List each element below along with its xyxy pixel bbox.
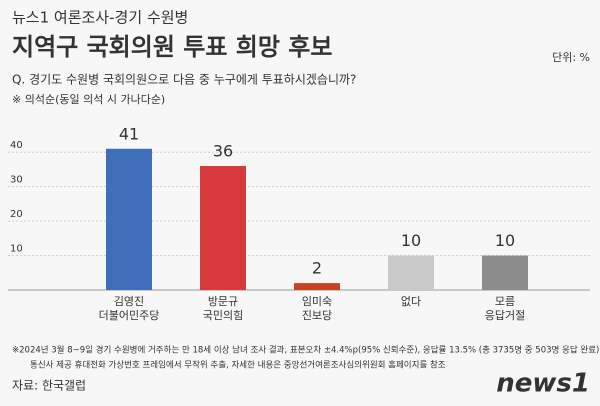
x-tick-sublabel: 진보당 <box>302 309 332 322</box>
x-tick-sublabel: 더불어민주당 <box>99 309 160 322</box>
x-tick-sublabel: 응답거절 <box>485 309 525 322</box>
bar <box>388 255 434 290</box>
x-tick-label: 방문규 <box>208 295 238 308</box>
y-tick-label: 30 <box>10 175 23 186</box>
value-label: 10 <box>401 231 421 250</box>
kicker: 뉴스1 여론조사-경기 수원병 <box>12 9 188 27</box>
y-tick-label: 20 <box>10 209 23 220</box>
y-tick-label: 10 <box>10 244 23 255</box>
footnote: ※2024년 3월 8~9일 경기 수원병에 거주하는 만 18세 이상 남녀 … <box>12 345 600 356</box>
bar <box>106 148 152 290</box>
bar <box>294 283 340 290</box>
value-label: 2 <box>312 259 322 278</box>
value-label: 41 <box>119 124 139 143</box>
x-tick-sublabel: 국민의힘 <box>203 309 243 322</box>
question: Q. 경기도 수원병 국회의원으로 다음 중 누구에게 투표하시겠습니까? <box>12 73 356 87</box>
unit: 단위: % <box>552 51 590 64</box>
y-tick-label: 40 <box>10 140 23 151</box>
x-tick-label: 모름 <box>495 295 515 308</box>
value-label: 36 <box>213 142 233 161</box>
note: ※ 의석순(동일 의석 시 가나다순) <box>12 92 165 106</box>
bar <box>200 166 246 290</box>
x-tick-label: 임미숙 <box>302 295 332 308</box>
bar <box>482 255 528 290</box>
logo: news1 <box>496 369 590 399</box>
chart-title: 지역구 국회의원 투표 희망 후보 <box>12 33 332 61</box>
x-tick-label: 김영진 <box>114 295 144 308</box>
footnote: 통신사 제공 휴대전화 가상번호 프레임에서 무작위 추출, 자세한 내용은 중… <box>30 360 446 371</box>
source: 자료: 한국갤럽 <box>12 379 86 393</box>
x-tick-label: 없다 <box>401 295 421 308</box>
value-label: 10 <box>495 231 515 250</box>
